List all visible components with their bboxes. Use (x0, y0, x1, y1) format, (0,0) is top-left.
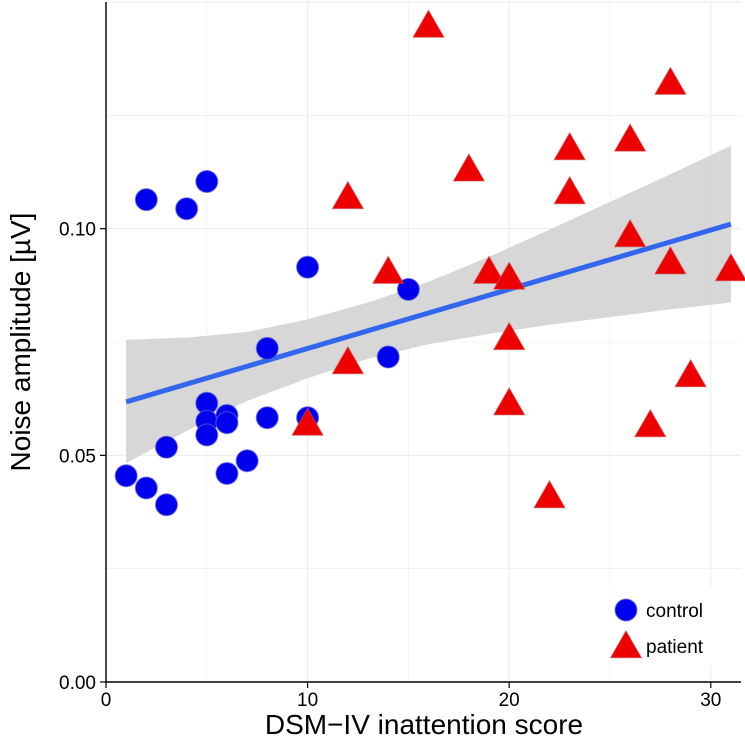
patient-point (472, 255, 506, 284)
legend-marker-control (614, 598, 638, 622)
x-tick-label: 30 (700, 690, 721, 711)
patient-point (654, 245, 687, 275)
control-point (376, 345, 400, 369)
patient-point (492, 386, 526, 416)
legend-label-control: control (646, 601, 703, 622)
patient-point (553, 175, 587, 205)
regression-line (125, 221, 732, 405)
patient-point (371, 255, 405, 284)
control-point (215, 411, 239, 435)
axes (100, 2, 741, 688)
x-tick-label: 0 (101, 690, 112, 711)
patient-point (331, 180, 365, 210)
legend-marker-patient (609, 629, 643, 659)
x-axis-title: DSM−IV inattention score (265, 709, 583, 740)
patient-point (452, 152, 486, 182)
y-tick-label: 0.00 (59, 673, 96, 694)
patient-point (492, 261, 526, 290)
control-point (215, 461, 239, 486)
patient-point (714, 252, 745, 282)
patient-point (613, 218, 647, 248)
y-axis-title: Noise amplitude [µV] (5, 213, 36, 472)
regression-line-path (125, 221, 732, 405)
legend: control patient (598, 588, 738, 666)
patient-point (654, 66, 687, 95)
control-point (154, 435, 179, 459)
control-point (255, 336, 279, 360)
data-points (114, 9, 745, 517)
x-tick-label: 10 (297, 690, 318, 711)
control-point (396, 277, 420, 302)
legend-markers (598, 588, 738, 666)
patient-point (674, 358, 707, 388)
patient-point (291, 407, 324, 436)
x-tick-label: 20 (499, 690, 520, 711)
confidence-band (126, 145, 731, 464)
patient-point (492, 321, 526, 351)
control-point (134, 188, 158, 212)
patient-point (613, 123, 647, 152)
patient-point (553, 131, 587, 161)
patient-point (331, 345, 365, 375)
confidence-band-area (126, 145, 731, 464)
control-point (295, 255, 320, 279)
control-point (175, 197, 199, 221)
control-point (154, 493, 179, 517)
control-point (195, 169, 219, 194)
patient-point (633, 408, 667, 438)
legend-label-patient: patient (646, 637, 704, 658)
control-point (255, 406, 279, 430)
tick-labels: 0 10 20 30 0.00 0.05 0.10 (59, 220, 721, 711)
y-tick-label: 0.05 (59, 446, 96, 467)
control-point (134, 476, 158, 500)
control-point (114, 464, 138, 488)
patient-point (412, 9, 445, 38)
y-tick-label: 0.10 (59, 220, 96, 241)
control-point (235, 449, 259, 473)
patient-point (533, 479, 566, 509)
control-point (195, 423, 219, 447)
